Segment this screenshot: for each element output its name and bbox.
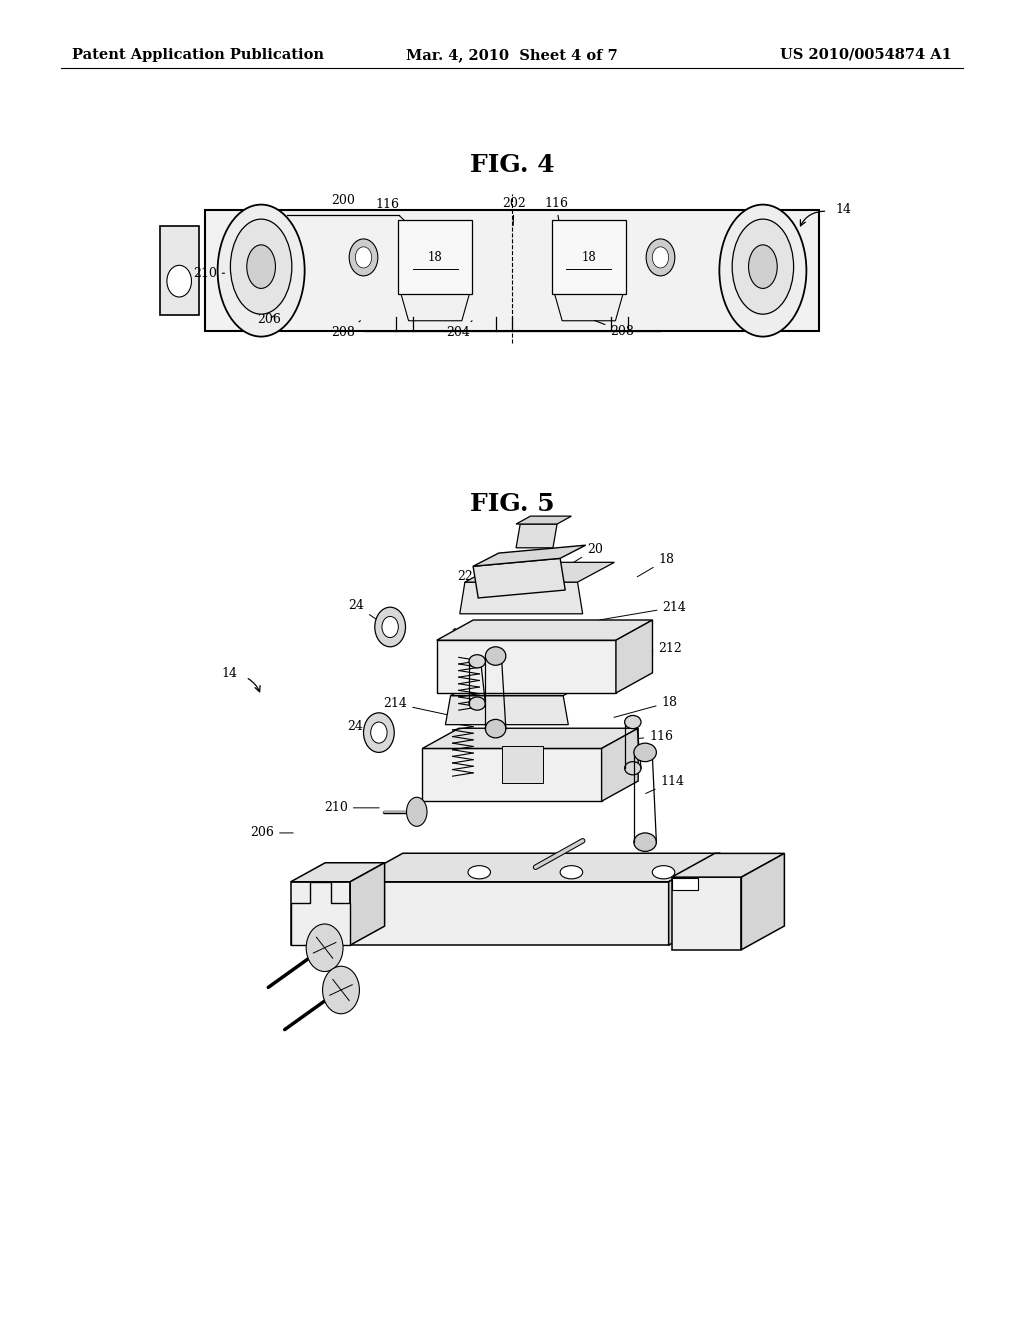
- Polygon shape: [554, 292, 624, 321]
- Text: 206: 206: [250, 826, 293, 840]
- Bar: [160, 226, 199, 315]
- Circle shape: [652, 247, 669, 268]
- Text: 14: 14: [221, 667, 238, 680]
- Polygon shape: [672, 878, 698, 890]
- Polygon shape: [351, 882, 669, 945]
- Polygon shape: [473, 545, 586, 566]
- Text: 214: 214: [600, 601, 686, 620]
- Polygon shape: [351, 853, 720, 882]
- Polygon shape: [516, 516, 571, 524]
- Text: 116: 116: [544, 197, 568, 226]
- Polygon shape: [602, 729, 638, 801]
- Polygon shape: [502, 746, 543, 783]
- Ellipse shape: [625, 715, 641, 729]
- Ellipse shape: [485, 719, 506, 738]
- Polygon shape: [672, 876, 741, 950]
- Text: 212: 212: [480, 642, 682, 680]
- Text: Mar. 4, 2010  Sheet 4 of 7: Mar. 4, 2010 Sheet 4 of 7: [407, 48, 617, 62]
- Text: 116: 116: [451, 628, 479, 642]
- Bar: [552, 220, 626, 294]
- Circle shape: [349, 239, 378, 276]
- Polygon shape: [436, 620, 652, 640]
- Ellipse shape: [230, 219, 292, 314]
- Ellipse shape: [652, 866, 675, 879]
- Text: 24: 24: [347, 719, 380, 733]
- Polygon shape: [291, 882, 350, 945]
- Polygon shape: [291, 882, 350, 945]
- Text: 18: 18: [614, 696, 678, 717]
- Ellipse shape: [749, 244, 777, 288]
- Text: 116: 116: [375, 198, 413, 228]
- Polygon shape: [422, 729, 638, 748]
- Text: 208: 208: [595, 321, 634, 338]
- Ellipse shape: [634, 743, 656, 762]
- Polygon shape: [465, 562, 614, 582]
- Polygon shape: [741, 853, 784, 950]
- Text: US 2010/0054874 A1: US 2010/0054874 A1: [780, 48, 952, 62]
- Polygon shape: [436, 640, 616, 693]
- Polygon shape: [473, 558, 565, 598]
- Text: 18: 18: [428, 251, 442, 264]
- Text: 114: 114: [452, 660, 488, 675]
- Polygon shape: [460, 582, 583, 614]
- Circle shape: [167, 265, 191, 297]
- Polygon shape: [400, 292, 470, 321]
- Ellipse shape: [732, 219, 794, 314]
- Polygon shape: [350, 863, 385, 945]
- Text: 114: 114: [645, 775, 684, 793]
- Circle shape: [355, 247, 372, 268]
- Bar: [205, 210, 819, 331]
- Text: 14: 14: [836, 203, 852, 216]
- Text: 22: 22: [457, 570, 488, 590]
- Text: FIG. 5: FIG. 5: [470, 492, 554, 516]
- Text: 212: 212: [451, 743, 475, 756]
- Ellipse shape: [247, 244, 275, 288]
- Polygon shape: [451, 676, 600, 696]
- Ellipse shape: [364, 713, 394, 752]
- Text: Patent Application Publication: Patent Application Publication: [72, 48, 324, 62]
- Circle shape: [323, 966, 359, 1014]
- Ellipse shape: [560, 866, 583, 879]
- Text: 204: 204: [445, 321, 472, 339]
- Circle shape: [306, 924, 343, 972]
- Text: 116: 116: [632, 730, 673, 743]
- Polygon shape: [669, 853, 720, 945]
- Ellipse shape: [485, 647, 506, 665]
- Text: 20: 20: [571, 543, 603, 564]
- Text: 24: 24: [348, 599, 380, 622]
- Ellipse shape: [469, 655, 485, 668]
- Text: 214: 214: [383, 697, 447, 715]
- Text: 18: 18: [582, 251, 596, 264]
- Ellipse shape: [375, 607, 406, 647]
- Ellipse shape: [625, 762, 641, 775]
- Text: 200: 200: [331, 194, 355, 207]
- Text: 208: 208: [331, 321, 360, 339]
- Bar: [398, 220, 472, 294]
- Ellipse shape: [371, 722, 387, 743]
- Polygon shape: [616, 620, 652, 693]
- Text: 216: 216: [493, 866, 517, 886]
- Circle shape: [646, 239, 675, 276]
- Ellipse shape: [719, 205, 807, 337]
- Text: 210: 210: [193, 267, 224, 280]
- Ellipse shape: [468, 866, 490, 879]
- Text: 202: 202: [502, 197, 526, 226]
- Text: 200: 200: [683, 858, 736, 871]
- Polygon shape: [422, 748, 602, 801]
- Polygon shape: [672, 853, 784, 876]
- Polygon shape: [445, 696, 568, 725]
- Ellipse shape: [634, 833, 656, 851]
- Ellipse shape: [469, 697, 485, 710]
- Text: 210: 210: [324, 801, 379, 814]
- Text: 206: 206: [257, 313, 282, 326]
- Text: 18: 18: [637, 553, 675, 577]
- Ellipse shape: [407, 797, 427, 826]
- Text: FIG. 4: FIG. 4: [470, 153, 554, 177]
- Polygon shape: [291, 863, 385, 882]
- Ellipse shape: [382, 616, 398, 638]
- Ellipse shape: [217, 205, 305, 337]
- Polygon shape: [516, 524, 557, 548]
